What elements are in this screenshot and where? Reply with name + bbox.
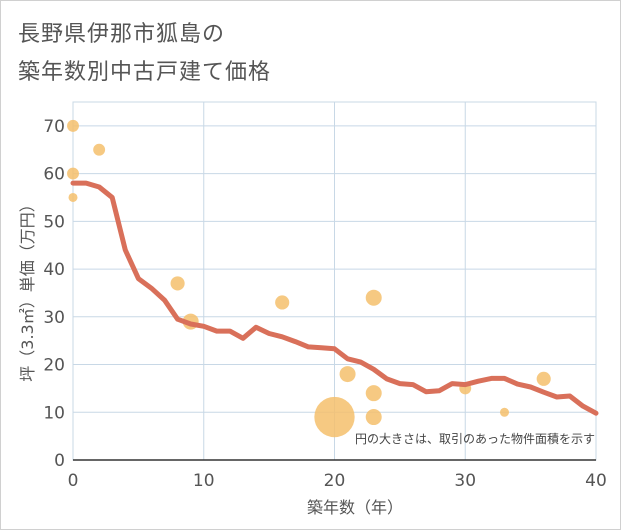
y-tick-label: 70 [43, 117, 65, 137]
data-bubble [365, 289, 382, 306]
x-tick-label: 10 [193, 471, 215, 491]
x-axis-label: 築年数（年） [307, 498, 403, 517]
data-bubble [170, 276, 185, 291]
tick-layer: 0 10 20 30 40 0 10 20 30 40 50 60 70 [43, 117, 606, 491]
y-tick-label: 50 [43, 212, 65, 232]
data-bubble [314, 396, 355, 438]
y-tick-label: 20 [43, 356, 65, 376]
data-bubble [365, 409, 382, 426]
data-bubble [536, 371, 551, 386]
data-bubble [68, 192, 78, 202]
y-tick-label: 60 [43, 165, 65, 185]
data-bubble [275, 295, 290, 310]
chart-title-line1: 長野県伊那市狐島の [18, 22, 226, 47]
size-note: 円の大きさは、取引のあった物件面積を示す [355, 431, 595, 446]
data-bubble [93, 143, 106, 156]
data-bubble [365, 385, 382, 402]
bubble-layer [67, 119, 551, 438]
x-tick-label: 20 [324, 471, 346, 491]
trend-line [70, 180, 599, 416]
x-tick-label: 40 [585, 471, 607, 491]
chart-title-line2: 築年数別中古戸建て価格 [18, 60, 272, 85]
y-tick-label: 10 [43, 403, 65, 423]
data-bubble [67, 167, 79, 180]
data-bubble [499, 407, 509, 417]
y-tick-label: 30 [43, 308, 65, 328]
y-tick-label: 40 [43, 260, 65, 280]
data-bubble [67, 119, 79, 132]
x-tick-label: 0 [68, 471, 79, 491]
y-axis-label: 坪（3.3㎡）単価（万円） [18, 196, 37, 381]
y-tick-label: 0 [54, 451, 65, 471]
data-bubble [339, 366, 356, 383]
x-tick-label: 30 [454, 471, 476, 491]
